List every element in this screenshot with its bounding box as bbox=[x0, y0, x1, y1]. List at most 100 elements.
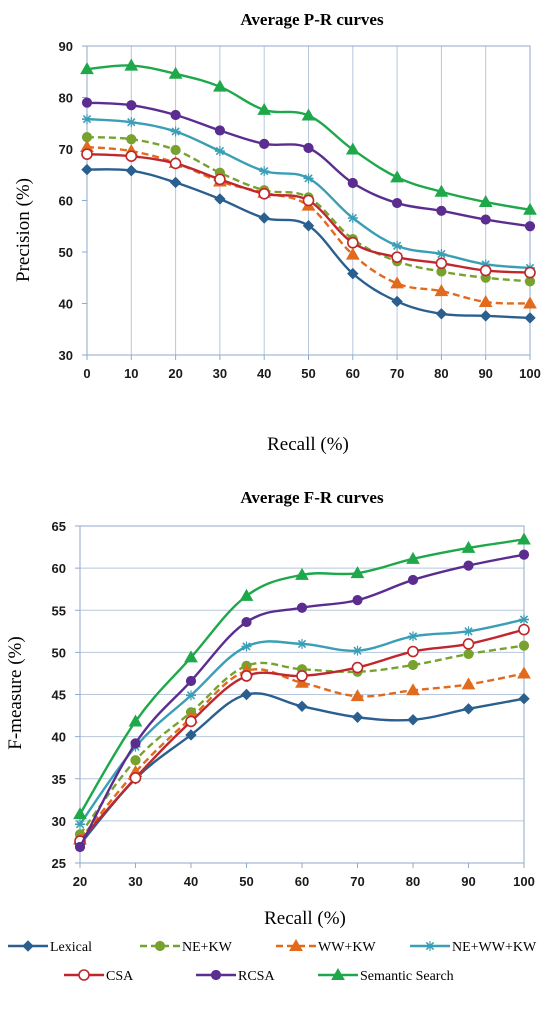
data-point-ne-ww-kw bbox=[463, 626, 474, 637]
data-point-rcsa bbox=[303, 142, 314, 154]
data-point-rcsa bbox=[463, 560, 474, 571]
pr-chart-series bbox=[80, 58, 537, 324]
legend-marker-rcsa bbox=[210, 969, 222, 981]
fr-chart: Average F-R curves Recall (%) F-measure … bbox=[5, 488, 535, 929]
x-tick-label: 100 bbox=[513, 874, 535, 889]
data-point-lexical bbox=[169, 176, 182, 189]
data-point-semantic-search bbox=[523, 202, 537, 215]
data-point-lexical bbox=[479, 310, 492, 322]
data-point-ww-kw bbox=[406, 683, 420, 696]
fr-chart-series bbox=[73, 532, 531, 853]
fr-chart-series-csa bbox=[74, 623, 530, 847]
y-tick-label: 70 bbox=[59, 142, 73, 157]
fr-chart-x-ticks: 20 30 40 50 60 70 80 90 100 bbox=[73, 863, 535, 889]
data-point-ne-ww-kw bbox=[408, 631, 418, 642]
data-point-csa bbox=[169, 157, 182, 170]
data-point-semantic-search bbox=[184, 650, 198, 663]
legend-item-ww-kw: WW+KW bbox=[276, 938, 376, 955]
data-point-lexical bbox=[407, 714, 419, 726]
data-point-csa bbox=[81, 148, 93, 160]
legend-label: WW+KW bbox=[318, 940, 376, 955]
data-point-ww-kw bbox=[523, 296, 537, 309]
x-tick-label: 70 bbox=[350, 874, 364, 889]
data-point-csa bbox=[129, 772, 142, 784]
legend-marker-lexical bbox=[22, 940, 34, 952]
pr-chart: Average P-R curves Recall (%) Precision … bbox=[13, 10, 541, 455]
data-point-semantic-search bbox=[73, 807, 87, 820]
y-tick-label: 40 bbox=[59, 297, 73, 312]
y-tick-label: 30 bbox=[59, 348, 73, 363]
legend-label: RCSA bbox=[238, 969, 275, 984]
data-point-ww-kw bbox=[295, 675, 309, 688]
y-tick-label: 60 bbox=[52, 561, 66, 576]
data-point-semantic-search bbox=[80, 62, 94, 75]
data-point-rcsa bbox=[347, 177, 358, 189]
data-point-lexical bbox=[435, 308, 448, 320]
x-tick-label: 80 bbox=[406, 874, 420, 889]
legend-item-lexical: Lexical bbox=[8, 940, 92, 955]
data-point-ne-ww-kw bbox=[75, 819, 85, 830]
data-point-csa bbox=[302, 194, 315, 207]
data-point-lexical bbox=[518, 693, 530, 705]
y-tick-label: 60 bbox=[59, 194, 73, 209]
data-point-csa bbox=[435, 257, 448, 270]
data-point-lexical bbox=[214, 193, 226, 205]
data-point-ne-ww-kw bbox=[436, 249, 447, 260]
data-point-ne-ww-kw bbox=[186, 690, 196, 701]
fr-chart-y-ticks: 25 30 35 40 45 50 55 60 65 bbox=[52, 519, 80, 871]
data-point-ne-ww-kw bbox=[303, 173, 314, 184]
legend-label: Lexical bbox=[50, 940, 92, 955]
data-point-lexical bbox=[391, 295, 403, 308]
data-point-ne-ww-kw bbox=[170, 126, 181, 137]
data-point-semantic-search bbox=[168, 66, 183, 79]
y-tick-label: 50 bbox=[59, 245, 73, 260]
x-tick-label: 100 bbox=[519, 366, 541, 381]
x-tick-label: 90 bbox=[461, 874, 475, 889]
fr-chart-series-semantic-search bbox=[73, 532, 531, 820]
fr-chart-xlabel: Recall (%) bbox=[264, 908, 346, 929]
data-point-rcsa bbox=[214, 125, 225, 136]
legend: Lexical NE+KW WW+KW NE+WW+KW CSA RCSA Semantic… bbox=[8, 938, 537, 984]
x-tick-label: 90 bbox=[478, 366, 492, 381]
data-point-semantic-search bbox=[213, 79, 227, 92]
data-point-lexical bbox=[302, 220, 315, 232]
x-tick-label: 50 bbox=[239, 874, 253, 889]
data-point-semantic-search bbox=[406, 551, 420, 564]
data-point-lexical bbox=[524, 312, 536, 324]
data-point-rcsa bbox=[296, 602, 308, 613]
data-point-ne-ww-kw bbox=[297, 638, 307, 649]
data-point-semantic-search bbox=[390, 170, 404, 183]
data-point-lexical bbox=[351, 711, 364, 723]
data-point-lexical bbox=[185, 729, 197, 741]
data-point-rcsa bbox=[352, 595, 363, 606]
data-point-csa bbox=[351, 661, 364, 674]
legend-label: NE+WW+KW bbox=[452, 940, 537, 955]
pr-chart-y-ticks: 30 40 50 60 70 80 90 bbox=[59, 39, 87, 363]
x-tick-label: 40 bbox=[184, 874, 198, 889]
fr-chart-ylabel: F-measure (%) bbox=[5, 636, 26, 749]
y-tick-label: 30 bbox=[52, 814, 66, 829]
data-point-ww-kw bbox=[350, 689, 365, 702]
pr-chart-x-ticks: 0 10 20 30 40 50 60 70 80 90 100 bbox=[83, 355, 541, 381]
data-point-ne-kw bbox=[407, 659, 419, 671]
x-tick-label: 50 bbox=[301, 366, 315, 381]
data-point-ne-ww-kw bbox=[241, 641, 252, 652]
data-point-rcsa bbox=[126, 100, 137, 111]
data-point-rcsa bbox=[259, 138, 270, 149]
data-point-ne-ww-kw bbox=[392, 240, 403, 251]
data-point-rcsa bbox=[74, 841, 86, 853]
data-point-semantic-search bbox=[345, 142, 360, 155]
pr-chart-series-lexical bbox=[81, 163, 536, 324]
y-tick-label: 55 bbox=[52, 603, 66, 618]
x-tick-label: 70 bbox=[390, 366, 404, 381]
data-point-semantic-search bbox=[517, 532, 531, 545]
data-point-ne-ww-kw bbox=[126, 117, 137, 128]
legend-label: NE+KW bbox=[182, 940, 233, 955]
legend-item-csa: CSA bbox=[64, 969, 134, 984]
data-point-csa bbox=[296, 670, 308, 682]
data-point-semantic-search bbox=[124, 58, 139, 71]
x-tick-label: 30 bbox=[213, 366, 227, 381]
data-point-lexical bbox=[462, 703, 475, 715]
data-point-semantic-search bbox=[239, 588, 254, 601]
pr-chart-ylabel: Precision (%) bbox=[13, 178, 34, 282]
